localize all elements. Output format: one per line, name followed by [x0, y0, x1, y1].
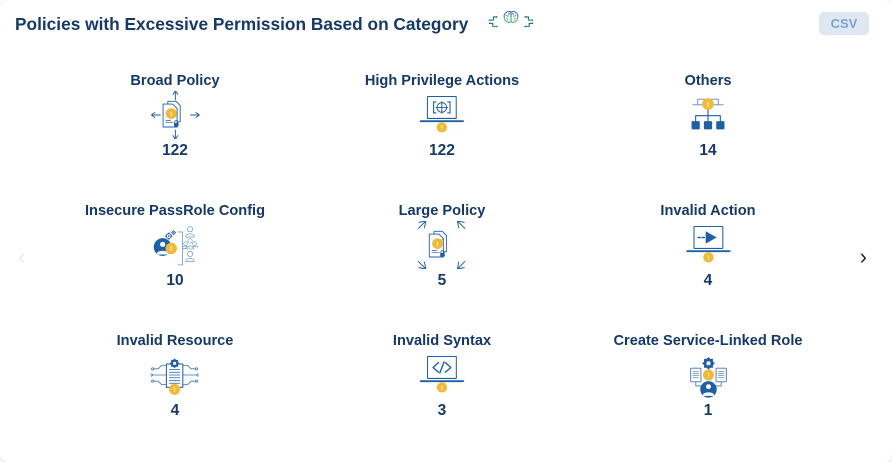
- svg-text:!: !: [441, 385, 443, 392]
- svg-text:!: !: [437, 241, 439, 248]
- svg-text:!: !: [707, 100, 709, 109]
- svg-text:!: !: [170, 246, 172, 253]
- svg-text:!: !: [707, 255, 709, 262]
- svg-text:!: !: [170, 111, 172, 118]
- svg-text:!: !: [174, 387, 176, 394]
- svg-text:!: !: [441, 125, 443, 132]
- svg-text:!: !: [707, 373, 709, 380]
